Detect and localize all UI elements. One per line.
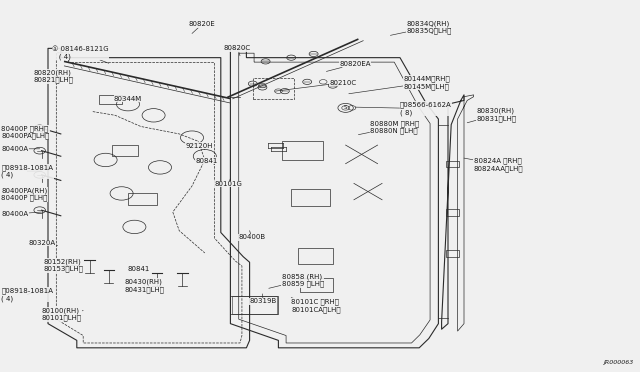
- Bar: [446, 250, 459, 257]
- Text: 80841: 80841: [195, 158, 218, 164]
- Text: 80101C 〈RH〉
80101CA〈LH〉: 80101C 〈RH〉 80101CA〈LH〉: [291, 298, 341, 313]
- Text: 80144M〈RH〉
80145M〈LH〉: 80144M〈RH〉 80145M〈LH〉: [349, 76, 450, 94]
- Text: 80820EA: 80820EA: [326, 61, 371, 71]
- Text: 80320A: 80320A: [29, 240, 58, 246]
- Text: 80830(RH)
80831〈LH〉: 80830(RH) 80831〈LH〉: [467, 108, 517, 123]
- Text: 80880M 〈RH〉
80880N 〈LH〉: 80880M 〈RH〉 80880N 〈LH〉: [358, 120, 419, 135]
- Text: 80101G: 80101G: [214, 179, 243, 187]
- Text: Ⓝ08918-1081A
( 4): Ⓝ08918-1081A ( 4): [1, 164, 53, 178]
- Bar: [446, 209, 459, 216]
- Text: 80841: 80841: [128, 266, 150, 272]
- Bar: [112, 145, 138, 156]
- Text: 80820E: 80820E: [189, 21, 216, 33]
- Text: 80319B: 80319B: [250, 294, 277, 304]
- Text: 80820C: 80820C: [224, 45, 251, 56]
- Text: Ⓝ08566-6162A
( 8): Ⓝ08566-6162A ( 8): [355, 102, 452, 116]
- Text: Ⓝ08918-1081A
( 4): Ⓝ08918-1081A ( 4): [1, 288, 53, 302]
- Text: 80152(RH)
80153〈LH〉: 80152(RH) 80153〈LH〉: [44, 258, 84, 272]
- Text: S: S: [344, 105, 348, 110]
- Text: 80400A: 80400A: [1, 211, 42, 217]
- Text: 92120H: 92120H: [186, 143, 213, 150]
- Text: 80400P 〈RH〉
80400PA〈LH〉: 80400P 〈RH〉 80400PA〈LH〉: [1, 125, 50, 139]
- Text: 80400A: 80400A: [1, 146, 40, 152]
- Bar: [128, 193, 157, 205]
- Text: 80820(RH)
80821〈LH〉: 80820(RH) 80821〈LH〉: [34, 69, 74, 83]
- Text: 80210C: 80210C: [275, 80, 356, 91]
- Text: 80344M: 80344M: [114, 96, 142, 102]
- Text: 80400B: 80400B: [238, 231, 265, 240]
- Text: ① 08146-8121G
   ( 4): ① 08146-8121G ( 4): [52, 46, 109, 63]
- Bar: [99, 95, 122, 104]
- Bar: [253, 78, 294, 99]
- Text: 80100(RH)
80101〈LH〉: 80100(RH) 80101〈LH〉: [42, 307, 83, 321]
- Bar: [446, 161, 459, 167]
- Text: JR000063: JR000063: [604, 360, 634, 365]
- Bar: [298, 248, 333, 264]
- Text: 80430(RH)
80431〈LH〉: 80430(RH) 80431〈LH〉: [125, 279, 165, 293]
- Bar: [282, 141, 323, 160]
- Text: 80400PA(RH)
80400P 〈LH〉: 80400PA(RH) 80400P 〈LH〉: [1, 187, 47, 201]
- Bar: [291, 189, 330, 206]
- Text: 80858 (RH)
80859 〈LH〉: 80858 (RH) 80859 〈LH〉: [269, 273, 324, 288]
- Bar: [300, 278, 333, 292]
- Text: 80834Q(RH)
80835Q〈LH〉: 80834Q(RH) 80835Q〈LH〉: [390, 20, 452, 35]
- Text: 80824A 〈RH〉
80824AA〈LH〉: 80824A 〈RH〉 80824AA〈LH〉: [464, 157, 524, 171]
